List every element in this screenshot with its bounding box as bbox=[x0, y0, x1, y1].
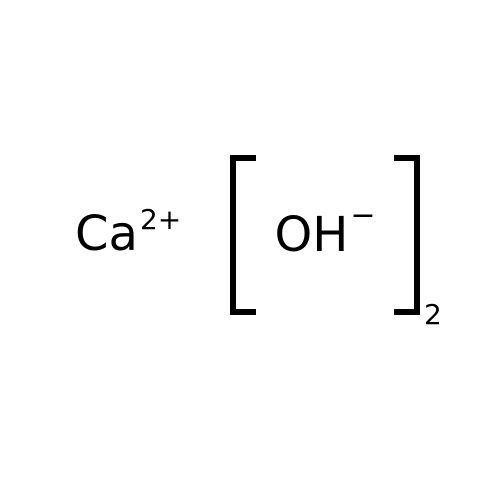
anion-group: OH − 2 bbox=[230, 155, 420, 315]
anion-charge: − bbox=[350, 201, 375, 231]
anion-container: OH − bbox=[250, 155, 400, 315]
right-bracket bbox=[400, 155, 420, 315]
cation: Ca 2+ bbox=[75, 210, 181, 258]
anion-symbol: OH bbox=[274, 211, 348, 259]
cation-symbol: Ca bbox=[75, 210, 138, 258]
cation-charge: 2+ bbox=[140, 206, 181, 234]
anion: OH − bbox=[274, 211, 375, 259]
left-bracket bbox=[230, 155, 250, 315]
chemical-formula: Ca 2+ OH − 2 bbox=[0, 0, 500, 500]
anion-subscript: 2 bbox=[424, 301, 442, 329]
